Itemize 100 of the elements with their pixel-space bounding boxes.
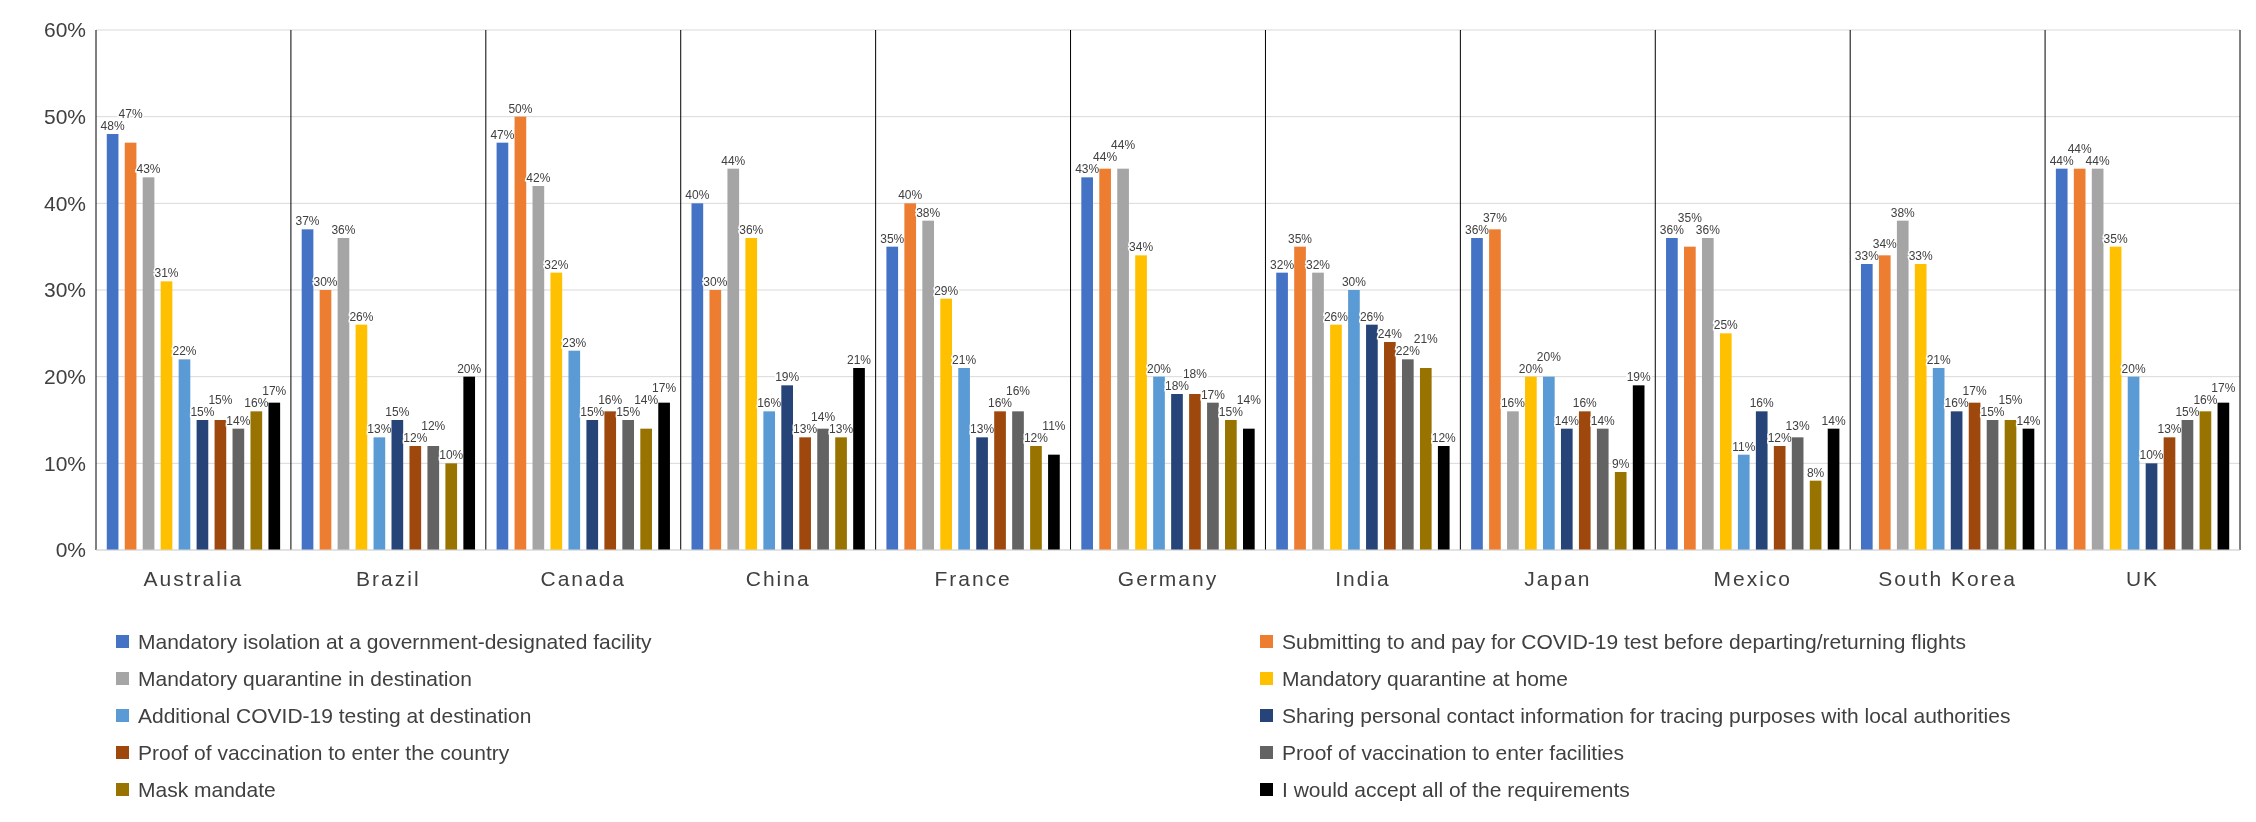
text: 15% <box>580 405 605 419</box>
bar <box>1207 402 1219 550</box>
bar <box>160 281 173 550</box>
text: 14% <box>1590 413 1615 428</box>
text: 44% <box>2085 153 2110 168</box>
bar <box>1419 368 1432 550</box>
bar <box>1189 394 1201 550</box>
bar <box>532 186 545 550</box>
text: 32% <box>1305 257 1331 272</box>
bar <box>835 437 847 550</box>
text: 36% <box>331 223 356 237</box>
text: 13% <box>1785 419 1810 433</box>
bar <box>106 134 119 550</box>
text: 21% <box>1413 332 1438 347</box>
bar <box>1012 411 1024 550</box>
bar <box>1153 376 1165 550</box>
bar <box>1684 246 1696 550</box>
text: 23% <box>562 335 587 350</box>
bar <box>355 324 368 550</box>
text: 18% <box>1164 379 1189 393</box>
text: 38% <box>916 205 941 220</box>
text: 21% <box>952 353 977 367</box>
text: 36% <box>739 223 764 237</box>
text: 15% <box>385 405 410 419</box>
text: 13% <box>367 422 392 437</box>
bar <box>1437 446 1450 550</box>
bar <box>178 359 191 550</box>
bar <box>604 411 617 550</box>
bar <box>1578 411 1591 550</box>
text: 21% <box>1926 353 1951 367</box>
text: 25% <box>1713 318 1738 333</box>
y-tick-label: 0% <box>55 538 86 562</box>
text: 19% <box>1626 370 1651 385</box>
bar <box>1330 324 1342 550</box>
text: 32% <box>1270 257 1295 272</box>
bar <box>1294 246 1306 550</box>
bar <box>886 246 899 550</box>
bar <box>1791 437 1804 550</box>
y-tick-label: 10% <box>43 451 86 475</box>
text: 40% <box>898 188 923 203</box>
x-tick-label: Japan <box>1524 567 1592 590</box>
bar <box>958 368 970 550</box>
bar <box>2217 402 2230 550</box>
bar <box>124 142 137 550</box>
bar <box>1932 368 1945 550</box>
text: 35% <box>2103 231 2128 246</box>
bar <box>1366 324 1378 550</box>
bar <box>1614 472 1627 550</box>
text: 14% <box>2016 413 2041 428</box>
bar <box>586 420 599 550</box>
legend-label: I would accept all of the requirements <box>1282 778 1630 802</box>
text: 17% <box>652 381 677 395</box>
bar <box>2109 246 2122 550</box>
text: 26% <box>1359 309 1384 324</box>
text: 44% <box>1093 150 1118 165</box>
text: 14% <box>1554 413 1579 428</box>
bar <box>391 420 404 550</box>
bar <box>2055 168 2068 550</box>
text: 29% <box>934 283 959 298</box>
bar <box>994 411 1006 550</box>
bar <box>319 290 332 550</box>
bar <box>853 368 865 550</box>
text: 13% <box>2157 422 2182 437</box>
bar <box>1632 385 1645 550</box>
y-tick-label: 30% <box>43 278 86 302</box>
text: 11% <box>1042 419 1066 433</box>
y-tick-label: 60% <box>43 18 86 42</box>
bar <box>1348 290 1360 550</box>
bar <box>691 203 704 550</box>
text: 19% <box>775 370 800 385</box>
text: 14% <box>1236 393 1261 407</box>
y-tick-label: 50% <box>43 105 86 129</box>
bar <box>1117 168 1129 550</box>
bar <box>1914 264 1927 550</box>
x-tick-label: UK <box>2125 567 2160 590</box>
bar <box>2091 168 2104 550</box>
text: 16% <box>757 396 782 411</box>
text: 22% <box>172 344 197 359</box>
text: 16% <box>1005 384 1031 399</box>
bar <box>1225 420 1237 550</box>
x-tick-label: Brazil <box>356 567 421 590</box>
text: 15% <box>208 393 233 407</box>
text: 12% <box>1431 431 1456 445</box>
text: 33% <box>1908 249 1933 263</box>
bar <box>1099 168 1111 550</box>
y-tick-label: 40% <box>43 191 86 215</box>
bar <box>2199 411 2212 550</box>
text: 10% <box>439 448 464 463</box>
bar <box>658 402 670 550</box>
text: 48% <box>100 119 125 133</box>
text: 21% <box>847 353 872 367</box>
text: 12% <box>421 419 446 433</box>
text: 44% <box>2067 141 2092 156</box>
bar <box>2127 376 2140 550</box>
text: 13% <box>970 422 995 437</box>
text: 47% <box>118 107 143 121</box>
text: 13% <box>829 422 854 437</box>
text: 15% <box>190 405 215 419</box>
text: 42% <box>526 171 551 185</box>
bar <box>1809 480 1822 550</box>
